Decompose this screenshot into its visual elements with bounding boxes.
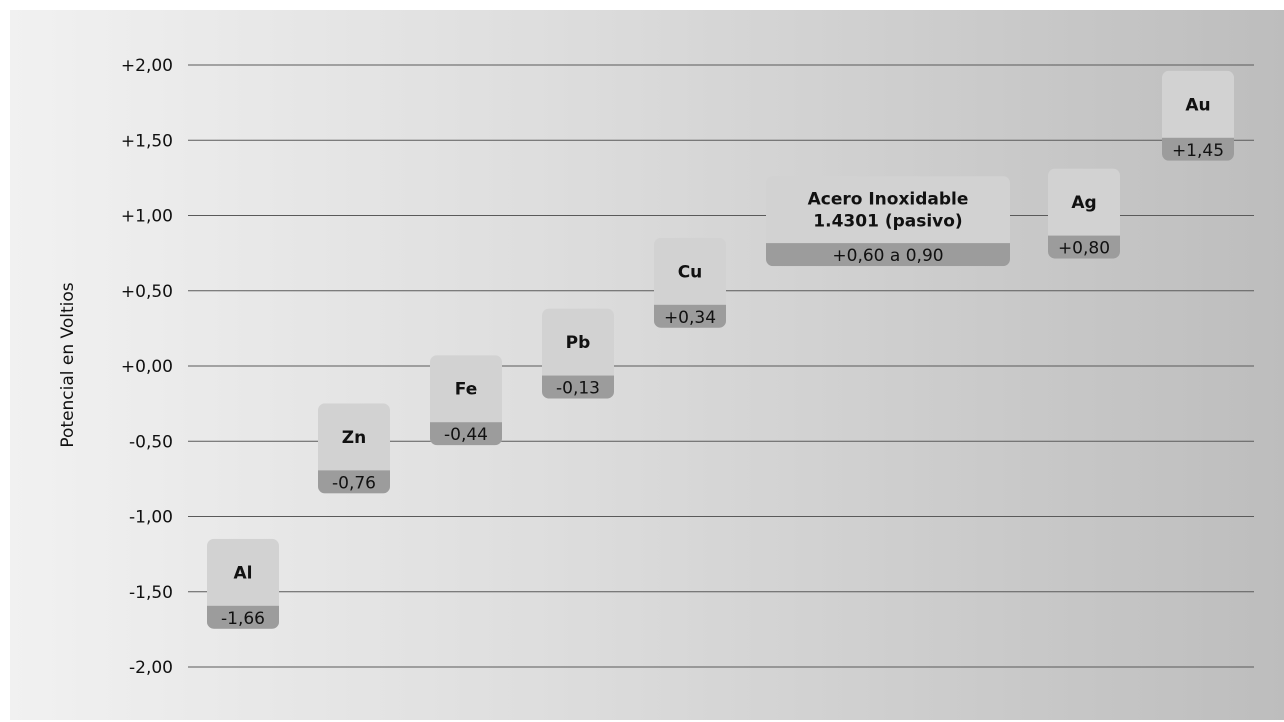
block-value-label: -1,66	[221, 609, 265, 629]
metal-block: Cu +0,34	[654, 237, 726, 328]
y-tick-label: -0,50	[129, 432, 173, 452]
block-name: Cu	[678, 262, 703, 282]
y-axis-ticks: +2,00 +1,50 +1,00 +0,50 +0,00 -0,50 -1,00 -1,50…	[121, 56, 173, 678]
y-tick-label: +0,00	[121, 357, 173, 377]
metal-block: Pb -0,13	[542, 308, 614, 399]
block-value-band	[542, 375, 614, 399]
gridlines	[188, 64, 1254, 668]
y-tick-label: +0,50	[121, 282, 173, 302]
block-name: Ag	[1071, 193, 1096, 213]
y-tick-label: +2,00	[121, 56, 173, 76]
block-value-band	[207, 605, 279, 629]
metal-block: Al -1,66	[207, 538, 279, 629]
y-tick-label: -1,00	[129, 508, 173, 528]
block-value-label: -0,76	[332, 473, 376, 493]
block-value-label: +0,80	[1058, 239, 1110, 259]
block-value-label: -0,44	[444, 425, 488, 445]
galvanic-series-chart: +2,00 +1,50 +1,00 +0,50 +0,00 -0,50 -1,00 -1,50…	[58, 56, 1254, 678]
block-name: Zn	[342, 428, 366, 448]
block-value-label: +0,34	[664, 308, 716, 328]
block-name: Fe	[455, 380, 477, 400]
y-tick-label: -2,00	[129, 658, 173, 678]
block-name: Pb	[566, 333, 591, 353]
metal-block: Au +1,45	[1162, 70, 1234, 161]
block-name: Al	[234, 563, 253, 583]
metal-block: Acero Inoxidable 1.4301 (pasivo) +0,60 a 0…	[766, 176, 1010, 267]
metal-block: Ag +0,80	[1048, 168, 1120, 259]
block-value-band	[1162, 137, 1234, 161]
block-value-label: +0,60 a 0,90	[832, 246, 943, 266]
y-tick-label: -1,50	[129, 583, 173, 603]
block-value-label: +1,45	[1172, 141, 1224, 161]
block-name: Au	[1185, 95, 1210, 115]
block-name: Acero Inoxidable 1.4301 (pasivo)	[808, 190, 969, 232]
block-value-label: -0,13	[556, 379, 600, 399]
metal-block: Zn -0,76	[318, 403, 390, 494]
chart-panel: +2,00 +1,50 +1,00 +0,50 +0,00 -0,50 -1,00 -1,50…	[10, 10, 1284, 720]
block-value-band	[430, 422, 502, 446]
block-value-band	[766, 243, 1010, 267]
y-axis-title: Potencial en Voltios	[58, 282, 78, 447]
metal-block: Fe -0,44	[430, 355, 502, 446]
block-value-band	[318, 470, 390, 494]
y-tick-label: +1,00	[121, 207, 173, 227]
y-tick-label: +1,50	[121, 131, 173, 151]
block-value-band	[654, 304, 726, 328]
metal-blocks: Al -1,66 Zn -0,76 Fe -0,44 Pb -0,13 Cu +0,34 Acero…	[207, 70, 1234, 629]
block-value-band	[1048, 235, 1120, 259]
